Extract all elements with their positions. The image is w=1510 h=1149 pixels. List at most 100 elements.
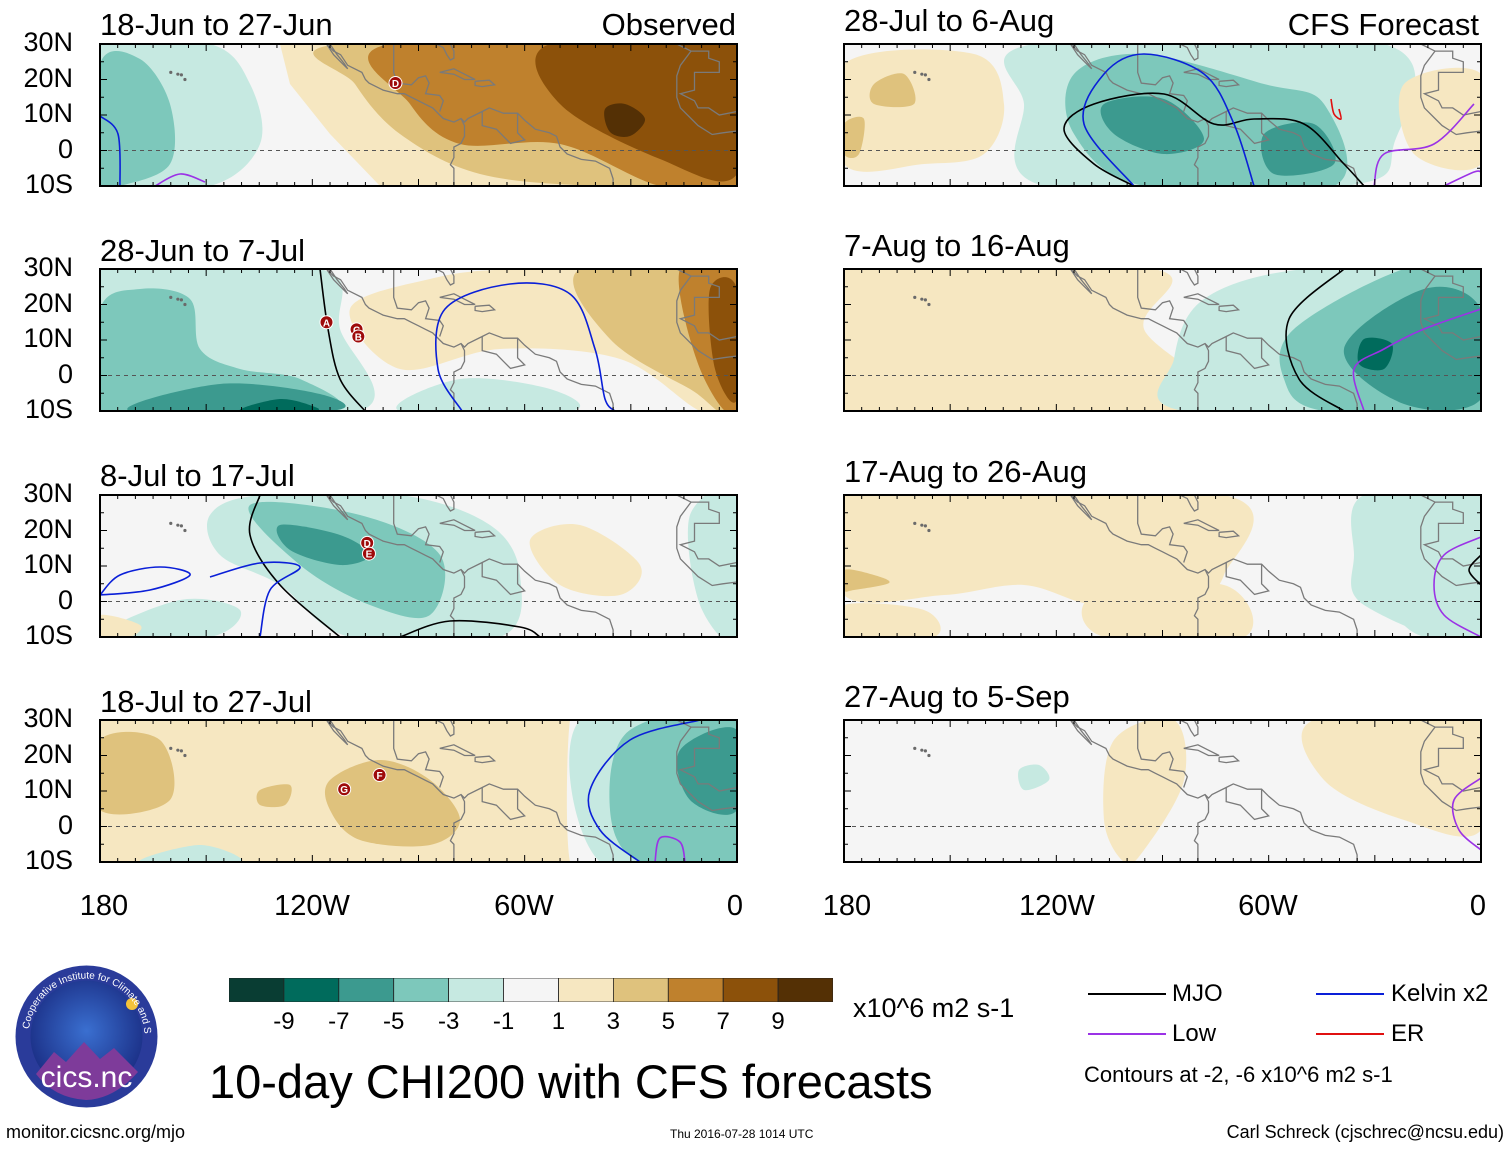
colorbar-label: 3 [606, 1008, 621, 1035]
coastline [449, 794, 466, 862]
island [923, 298, 927, 302]
colorbar-swatch [338, 978, 395, 1002]
coastline [439, 68, 476, 81]
coastline [1179, 720, 1199, 737]
wave-contour [1373, 103, 1475, 186]
coastline [474, 755, 497, 764]
colorbar-label: 1 [551, 1008, 566, 1035]
coastline [435, 44, 455, 61]
lat-label: 10S [24, 394, 73, 424]
anomaly-shading [256, 784, 292, 808]
colorbar-label: -1 [492, 1008, 515, 1035]
lat-label: 10N [23, 774, 73, 804]
lat-label: 30N [23, 27, 73, 57]
coastline [1193, 118, 1210, 186]
island [927, 302, 931, 307]
coastline [1063, 44, 1358, 186]
colorbar-label: 5 [661, 1008, 675, 1035]
wave-contour [154, 173, 206, 186]
island [927, 528, 931, 533]
lat-label: 0 [57, 133, 73, 164]
anomaly-shading [1260, 122, 1336, 176]
coastline [474, 79, 497, 88]
anomaly-shading [100, 731, 175, 815]
anomaly-shading [1081, 582, 1254, 637]
coastline [481, 336, 526, 370]
legend-contours-note: Contours at -2, -6 x10^6 m2 s-1 [1084, 1062, 1393, 1087]
coastline [481, 111, 526, 145]
coastline [435, 720, 455, 737]
panel-7-title: 17-Aug to 26-Aug [844, 454, 1088, 489]
lat-label: 0 [57, 809, 73, 840]
legend-kelvin: Kelvin x2 [1391, 980, 1489, 1007]
colorbar-swatch [612, 978, 669, 1002]
island [176, 297, 180, 301]
coastline [1137, 44, 1189, 112]
wave-contour [1468, 554, 1481, 586]
coastline [1225, 787, 1270, 821]
lon-label-0-left: 0 [726, 890, 744, 922]
lon-label-60w-left: 60W [494, 890, 554, 922]
wave-contour [1082, 53, 1255, 186]
island [169, 70, 173, 74]
coastline [435, 495, 455, 512]
coastline [676, 44, 737, 136]
lat-label: 20N [23, 738, 73, 769]
coastline [474, 304, 497, 313]
colorbar-label: 7 [716, 1008, 730, 1035]
storm-label: E [366, 550, 373, 561]
wave-contour [587, 720, 701, 862]
anomaly-shading [100, 614, 142, 637]
coastline [1420, 269, 1481, 361]
island [176, 523, 180, 527]
map-panel-2: ACB [99, 268, 738, 412]
forecast-label: CFS Forecast [1287, 7, 1479, 42]
storm-marker [337, 782, 352, 797]
coastline [1183, 744, 1220, 757]
anomaly-shading [100, 51, 175, 186]
anomaly-shading [604, 103, 646, 137]
coastline [1179, 269, 1199, 286]
lon-label-180-right: 180 [822, 890, 872, 922]
colorbar-swatch [229, 978, 285, 1002]
anomaly-shading [844, 116, 865, 159]
coastline [676, 720, 737, 812]
island [179, 73, 183, 77]
island [183, 302, 187, 307]
storm-marker [361, 546, 376, 561]
panel-3-title: 8-Jul to 17-Jul [100, 458, 295, 493]
anomaly-shading [1398, 67, 1481, 171]
colorbar-label: -7 [328, 1008, 350, 1035]
island [183, 753, 187, 758]
coastline [1193, 794, 1210, 862]
coastline [1420, 44, 1481, 136]
anomaly-shading [100, 288, 342, 411]
colorbar-swatch [393, 978, 449, 1002]
lat-label: 10S [24, 620, 73, 650]
map-panel-8 [843, 719, 1482, 863]
coastline [1225, 111, 1270, 145]
legend-mjo: MJO [1172, 980, 1223, 1007]
cics-logo: Cooperative Institute for Climate and Sa… [14, 964, 158, 1108]
anomaly-shading [844, 603, 941, 637]
coastline [1137, 720, 1189, 788]
coastline [676, 269, 737, 361]
coastline [319, 269, 614, 411]
map-panel-4: GF [99, 719, 738, 863]
footer-timestamp: Thu 2016-07-28 1014 UTC [670, 1127, 814, 1141]
coastline [1225, 562, 1270, 596]
anomaly-shading [139, 845, 242, 862]
island [927, 77, 931, 82]
panel-6-title: 7-Aug to 16-Aug [844, 228, 1070, 263]
lat-label: 30N [23, 252, 73, 282]
coastline [1183, 293, 1220, 306]
colorbar-swatch [777, 978, 833, 1002]
colorbar-swatch [667, 978, 724, 1002]
lat-label: 10N [23, 98, 73, 128]
island [923, 73, 927, 77]
island [183, 77, 187, 82]
coastline [1183, 68, 1220, 81]
island [913, 746, 917, 750]
storm-label: D [392, 79, 399, 90]
colorbar-swatch [448, 978, 504, 1002]
